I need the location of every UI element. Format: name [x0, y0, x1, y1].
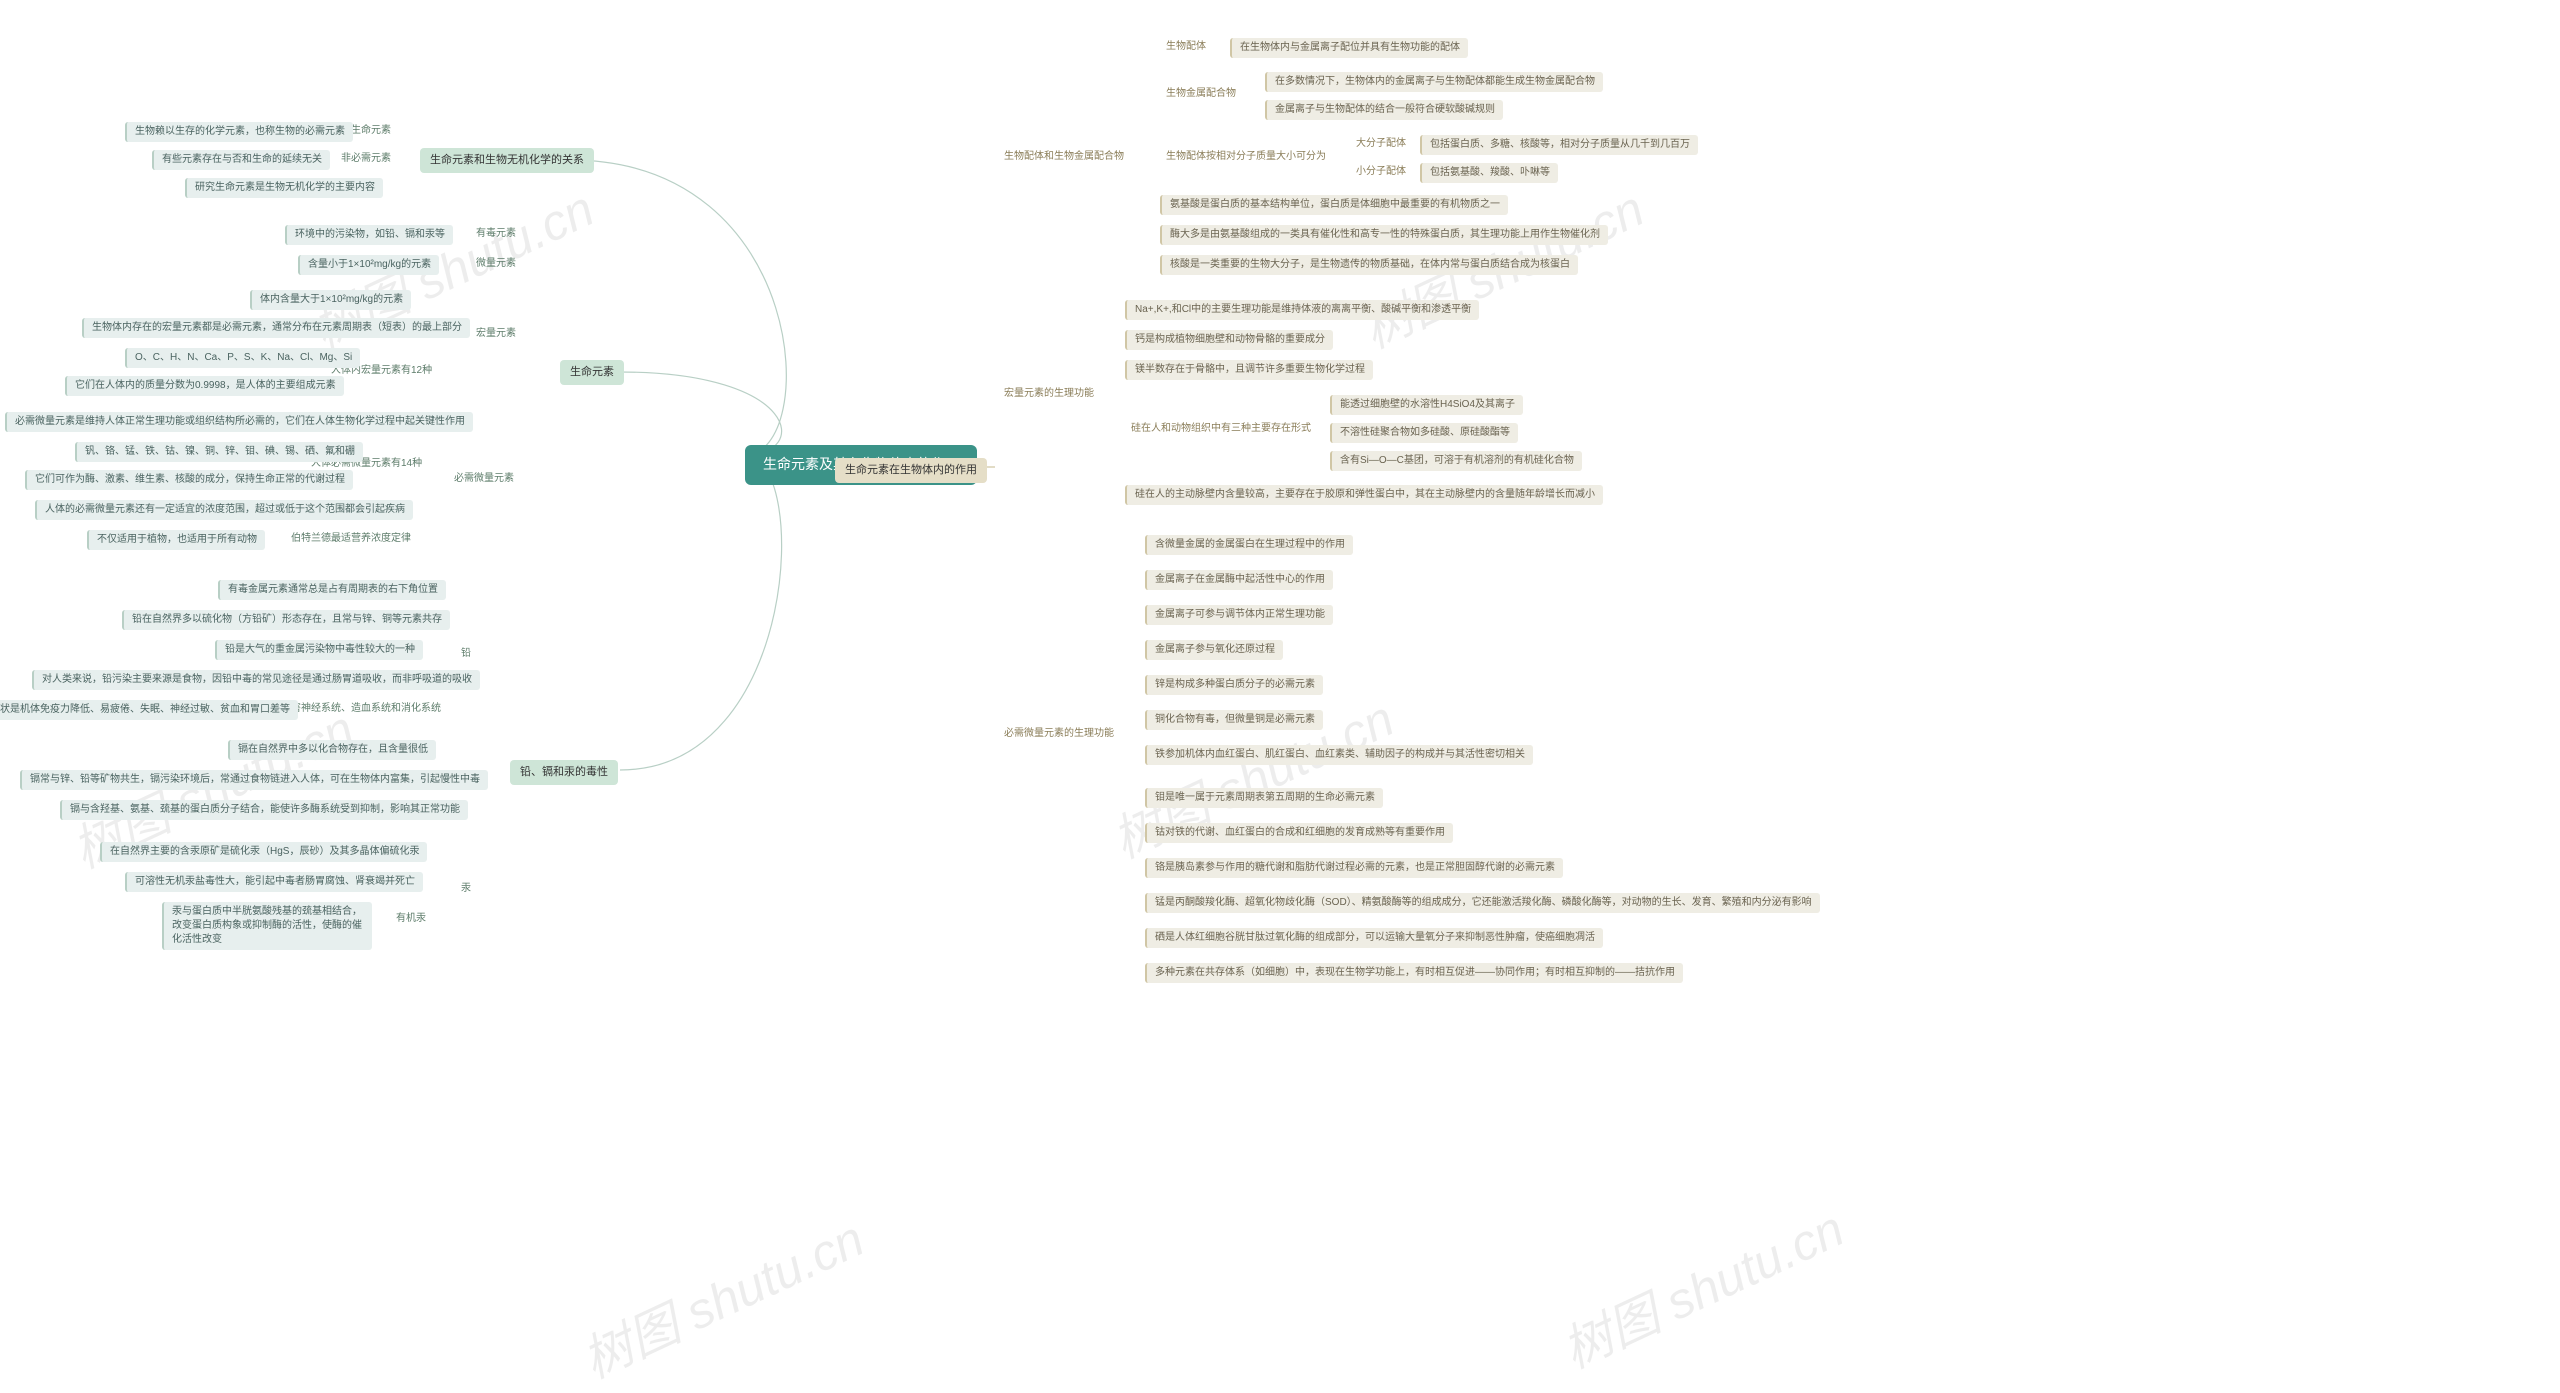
leaf: 金属离子参与氧化还原过程: [1145, 640, 1283, 660]
leaf: 含量小于1×10²mg/kg的元素: [298, 255, 439, 275]
leaf: 含微量金属的金属蛋白在生理过程中的作用: [1145, 535, 1353, 555]
leaf: 生物赖以生存的化学元素，也称生物的必需元素: [125, 122, 353, 142]
leaf: 钴对铁的代谢、血红蛋白的合成和红细胞的发育成熟等有重要作用: [1145, 823, 1453, 843]
branch-toxicity: 铅、镉和汞的毒性: [510, 760, 618, 785]
leaf: 酶大多是由氨基酸组成的一类具有催化性和高专一性的特殊蛋白质，其生理功能上用作生物…: [1160, 225, 1608, 245]
leaf: 人体的必需微量元素还有一定适宜的浓度范围，超过或低于这个范围都会引起疾病: [35, 500, 413, 520]
leaf: 其病状是机体免疫力降低、易疲倦、失眠、神经过敏、贫血和胃口差等: [0, 700, 298, 720]
leaf: 铅是大气的重金属污染物中毒性较大的一种: [215, 640, 423, 660]
leaf: 铜化合物有毒，但微量铜是必需元素: [1145, 710, 1323, 730]
leaf: 铁参加机体内血红蛋白、肌红蛋白、血红素类、辅助因子的构成并与其活性密切相关: [1145, 745, 1533, 765]
watermark: 树图 shutu.cn: [1549, 1189, 1854, 1382]
sublabel: 大分子配体: [1350, 135, 1412, 153]
sublabel: 宏量元素的生理功能: [998, 385, 1100, 403]
leaf: 氨基酸是蛋白质的基本结构单位，蛋白质是体细胞中最重要的有机物质之一: [1160, 195, 1508, 215]
leaf: 体内含量大于1×10²mg/kg的元素: [250, 290, 411, 310]
leaf: 硅在人的主动脉壁内含量较高，主要存在于胶原和弹性蛋白中，其在主动脉壁内的含量随年…: [1125, 485, 1603, 505]
leaf: 包括氨基酸、羧酸、卟啉等: [1420, 163, 1558, 183]
leaf: 钙是构成植物细胞壁和动物骨骼的重要成分: [1125, 330, 1333, 350]
leaf: 铬是胰岛素参与作用的糖代谢和脂肪代谢过程必需的元素，也是正常胆固醇代谢的必需元素: [1145, 858, 1563, 878]
leaf: 有毒金属元素通常总是占有周期表的右下角位置: [218, 580, 446, 600]
sublabel: 生物配体按相对分子质量大小可分为: [1160, 148, 1332, 166]
leaf: 钼是唯一属于元素周期表第五周期的生命必需元素: [1145, 788, 1383, 808]
leaf: 金属离子可参与调节体内正常生理功能: [1145, 605, 1333, 625]
watermark: 树图 shutu.cn: [1099, 679, 1404, 872]
leaf: 钒、铬、锰、铁、钴、镍、铜、锌、钼、碘、锡、硒、氟和硼: [75, 442, 363, 462]
sublabel: 铅: [455, 645, 477, 663]
watermark: 树图 shutu.cn: [569, 1199, 874, 1392]
sublabel: 必需微量元素的生理功能: [998, 725, 1120, 743]
leaf: 硒是人体红细胞谷胱甘肽过氧化酶的组成部分，可以运输大量氧分子来抑制恶性肿瘤，使癌…: [1145, 928, 1603, 948]
leaf: 含有Si—O—C基团，可溶于有机溶剂的有机硅化合物: [1330, 451, 1582, 471]
leaf: 镉常与锌、铅等矿物共生，镉污染环境后，常通过食物链进入人体，可在生物体内富集，引…: [20, 770, 488, 790]
leaf: 锌是构成多种蛋白质分子的必需元素: [1145, 675, 1323, 695]
leaf: 它们在人体内的质量分数为0.9998，是人体的主要组成元素: [65, 376, 344, 396]
sublabel: 硅在人和动物组织中有三种主要存在形式: [1125, 420, 1317, 438]
leaf: 金属离子在金属酶中起活性中心的作用: [1145, 570, 1333, 590]
sublabel: 有机汞: [390, 910, 432, 928]
branch-bio-role: 生命元素在生物体内的作用: [835, 458, 987, 483]
leaf: 研究生命元素是生物无机化学的主要内容: [185, 178, 383, 198]
leaf: 对人类来说，铅污染主要来源是食物，因铅中毒的常见途径是通过肠胃道吸收，而非呼吸道…: [32, 670, 480, 690]
sublabel: 微量元素: [470, 255, 522, 273]
leaf: 核酸是一类重要的生物大分子，是生物遗传的物质基础，在体内常与蛋白质结合成为核蛋白: [1160, 255, 1578, 275]
sublabel: 必需微量元素: [448, 470, 520, 488]
leaf: 有些元素存在与否和生命的延续无关: [152, 150, 330, 170]
branch-life-elements: 生命元素: [560, 360, 624, 385]
sublabel: 汞: [455, 880, 477, 898]
leaf: 环境中的污染物，如铅、镉和汞等: [285, 225, 453, 245]
leaf: Na+,K+,和Cl中的主要生理功能是维持体液的离离平衡、酸碱平衡和渗透平衡: [1125, 300, 1479, 320]
leaf: 镉在自然界中多以化合物存在，且含量很低: [228, 740, 436, 760]
sublabel: 非必需元素: [335, 150, 397, 168]
leaf: 多种元素在共存体系（如细胞）中，表现在生物学功能上，有时相互促进——协同作用；有…: [1145, 963, 1683, 983]
leaf: 在自然界主要的含汞原矿是硫化汞（HgS，辰砂）及其多晶体偏硫化汞: [100, 842, 427, 862]
sublabel: 生物金属配合物: [1160, 85, 1242, 103]
leaf: 在多数情况下，生物体内的金属离子与生物配体都能生成生物金属配合物: [1265, 72, 1603, 92]
leaf: 铅在自然界多以硫化物（方铅矿）形态存在，且常与锌、铜等元素共存: [122, 610, 450, 630]
leaf: 它们可作为酶、激素、维生素、核酸的成分，保持生命正常的代谢过程: [25, 470, 353, 490]
leaf: 可溶性无机汞盐毒性大，能引起中毒者肠胃腐蚀、肾衰竭并死亡: [125, 872, 423, 892]
leaf: 镁半数存在于骨骼中，且调节许多重要生物化学过程: [1125, 360, 1373, 380]
leaf: 在生物体内与金属离子配位并具有生物功能的配体: [1230, 38, 1468, 58]
branch-relation: 生命元素和生物无机化学的关系: [420, 148, 594, 173]
sublabel: 生物配体: [1160, 38, 1212, 56]
leaf: 生物体内存在的宏量元素都是必需元素，通常分布在元素周期表（短表）的最上部分: [82, 318, 470, 338]
leaf: 镉与含羟基、氨基、巯基的蛋白质分子结合，能使许多酶系统受到抑制，影响其正常功能: [60, 800, 468, 820]
sublabel: 伯特兰德最适营养浓度定律: [285, 530, 417, 548]
leaf: 不仅适用于植物，也适用于所有动物: [87, 530, 265, 550]
leaf: 能透过细胞壁的水溶性H4SiO4及其离子: [1330, 395, 1523, 415]
sublabel: 有毒元素: [470, 225, 522, 243]
leaf: O、C、H、N、Ca、P、S、K、Na、Cl、Mg、Si: [125, 348, 360, 368]
leaf: 包括蛋白质、多糖、核酸等，相对分子质量从几千到几百万: [1420, 135, 1698, 155]
leaf: 金属离子与生物配体的结合一般符合硬软酸碱规则: [1265, 100, 1503, 120]
sublabel: 宏量元素: [470, 325, 522, 343]
sublabel: 生物配体和生物金属配合物: [998, 148, 1130, 166]
sublabel: 小分子配体: [1350, 163, 1412, 181]
leaf: 汞与蛋白质中半胱氨酸残基的巯基相结合，改变蛋白质构象或抑制酶的活性，使酶的催化活…: [162, 902, 372, 950]
leaf: 锰是丙酮酸羧化酶、超氧化物歧化酶（SOD）、精氨酸酶等的组成成分，它还能激活羧化…: [1145, 893, 1820, 913]
leaf: 不溶性硅聚合物如多硅酸、原硅酸酯等: [1330, 423, 1518, 443]
leaf: 必需微量元素是维持人体正常生理功能或组织结构所必需的，它们在人体生物化学过程中起…: [5, 412, 473, 432]
